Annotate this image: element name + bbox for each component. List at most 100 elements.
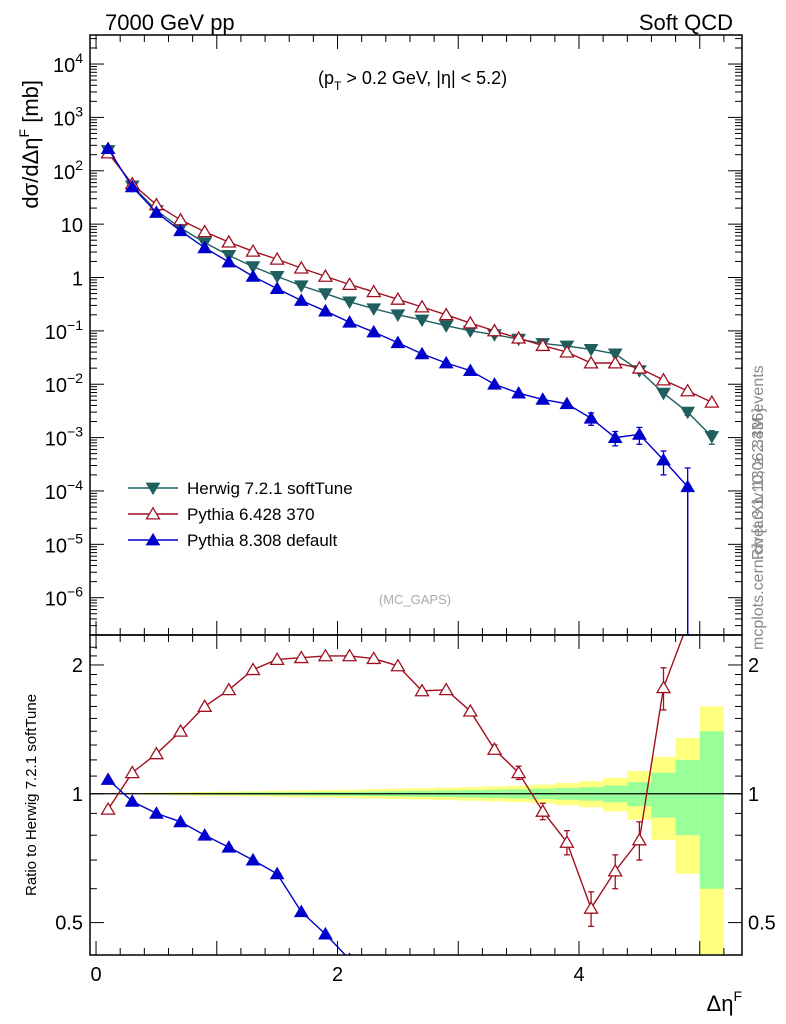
main-pythia6-point <box>486 323 503 337</box>
y-tick-label-ratio-right: 0.5 <box>748 913 776 935</box>
main-pythia6-point <box>245 243 261 257</box>
ratio-pythia6-point <box>655 680 672 694</box>
main-pythia6-point <box>655 372 672 386</box>
y-tick-label-exp: 3 <box>75 103 83 119</box>
main-pythia8-point <box>366 324 382 338</box>
main-pythia8-point <box>342 315 357 328</box>
main-herwig-point <box>293 280 309 293</box>
ratio-pythia8-point <box>173 814 188 828</box>
y-tick-label-exp: 2 <box>75 157 83 173</box>
main-herwig-point <box>656 387 671 401</box>
main-series-group <box>100 141 720 635</box>
y-tick-label-main: 10 <box>61 215 83 237</box>
y-tick-label-ratio-left: 1 <box>72 784 83 806</box>
main-pythia8-point <box>390 335 406 349</box>
y-tick-label-base: 10 <box>45 375 67 397</box>
ratio-pythia6-point <box>148 746 165 760</box>
main-pythia8-point <box>293 293 309 306</box>
main-pythia8-point <box>680 479 696 493</box>
main-pythia8-point <box>124 179 140 193</box>
ratio-pythia6-point <box>317 648 334 662</box>
y-tick-label-main: 10−5 <box>45 530 83 557</box>
axes-group: 0 2 410410310210110−110−210−310−410−510−60… <box>45 34 776 986</box>
y-tick-label-main: 103 <box>53 103 83 130</box>
main-pythia6-point <box>704 394 720 408</box>
main-pythia8-point <box>559 396 575 410</box>
main-pythia8-point <box>438 355 454 369</box>
ratio-pythia8-point <box>149 806 164 819</box>
y-tick-label-exp: −3 <box>67 424 83 440</box>
band-green-bin <box>675 759 700 836</box>
ratio-pythia8-point <box>269 866 285 880</box>
y-tick-label-exp: −1 <box>67 317 83 333</box>
main-pythia6-point <box>535 338 551 352</box>
y-axis-title-ratio: Ratio to Herwig 7.2.1 softTune <box>23 694 40 896</box>
main-pythia8-point <box>318 303 333 317</box>
y-axis-title-main-a: dσ/dΔη <box>18 137 43 208</box>
y-axis-title-main-sup: F <box>16 129 32 138</box>
y-tick-label-main: 102 <box>53 157 83 184</box>
legend-label: Pythia 6.428 370 <box>187 505 315 524</box>
x-axis-title-sup: F <box>733 988 742 1004</box>
main-herwig-point <box>414 314 430 328</box>
ratio-pythia6-point <box>366 651 382 665</box>
main-herwig-point <box>318 288 333 301</box>
main-herwig-point <box>366 303 382 316</box>
ratio-pythia6-point <box>341 648 358 662</box>
x-tick-label: 0 <box>90 964 101 986</box>
main-pythia8-point <box>173 223 188 237</box>
main-pythia8-point <box>511 386 527 399</box>
ratio-pythia8-point <box>197 828 213 841</box>
main-pythia6-point <box>510 330 527 344</box>
y-tick-label-base: 10 <box>45 535 67 557</box>
legend-marker <box>145 482 161 496</box>
main-pythia6-point <box>390 291 406 305</box>
main-pythia8-point <box>245 269 261 282</box>
main-herwig-point <box>607 348 623 362</box>
main-pythia6-point <box>438 307 454 321</box>
ratio-pythia6-point <box>535 803 551 817</box>
ratio-pythia8-point <box>124 794 140 807</box>
y-tick-label-exp: 4 <box>75 50 83 66</box>
main-pythia8-point <box>631 427 647 440</box>
cut-label: (pT > 0.2 GeV, |η| < 5.2) <box>318 68 507 93</box>
band-green-bin <box>651 772 676 818</box>
ratio-pythia6-point <box>607 863 623 877</box>
y-tick-label-exp: −2 <box>67 370 83 386</box>
ratio-pythia8-point <box>245 852 261 866</box>
y-tick-label-base: 10 <box>53 55 75 77</box>
x-tick-label: 2 <box>332 964 343 986</box>
ratio-plot-background <box>90 706 742 955</box>
main-pythia8-point <box>269 281 285 294</box>
main-herwig-point <box>438 320 454 333</box>
ratio-pythia6-point <box>293 650 309 664</box>
main-pythia8-point <box>149 205 164 218</box>
y-tick-label-ratio-left: 2 <box>72 655 83 677</box>
y-tick-label-main: 10−2 <box>45 370 83 397</box>
y-tick-label-ratio-right: 2 <box>748 655 759 677</box>
y-tick-label-base: 10 <box>45 322 67 344</box>
main-pythia8-point <box>197 240 213 254</box>
y-tick-label-base: 10 <box>45 589 67 611</box>
y-tick-label-exp: −6 <box>67 584 83 600</box>
ratio-pythia6-point <box>269 652 285 666</box>
cut-label-sub: T <box>334 79 342 93</box>
main-pythia6-point <box>559 344 575 358</box>
main-pythia6-point <box>414 299 430 313</box>
y-tick-label-base: 10 <box>53 162 75 184</box>
ratio-pythia8-point <box>293 904 309 918</box>
main-herwig-point <box>390 309 406 322</box>
cut-label-open: (p <box>318 68 334 88</box>
y-tick-label-base: 10 <box>45 482 67 504</box>
watermark-label: (MC_GAPS) <box>379 592 451 607</box>
main-pythia6-point <box>293 260 309 274</box>
ratio-pythia6-point <box>559 834 575 848</box>
legend-marker <box>145 532 161 546</box>
main-pythia8-point <box>535 392 551 405</box>
y-tick-label-main: 10−6 <box>45 584 83 611</box>
ratio-pythia6-point <box>221 682 237 696</box>
main-pythia6-point <box>680 383 696 397</box>
main-pythia6-point <box>317 268 334 282</box>
legend-label: Pythia 8.308 default <box>187 531 338 550</box>
